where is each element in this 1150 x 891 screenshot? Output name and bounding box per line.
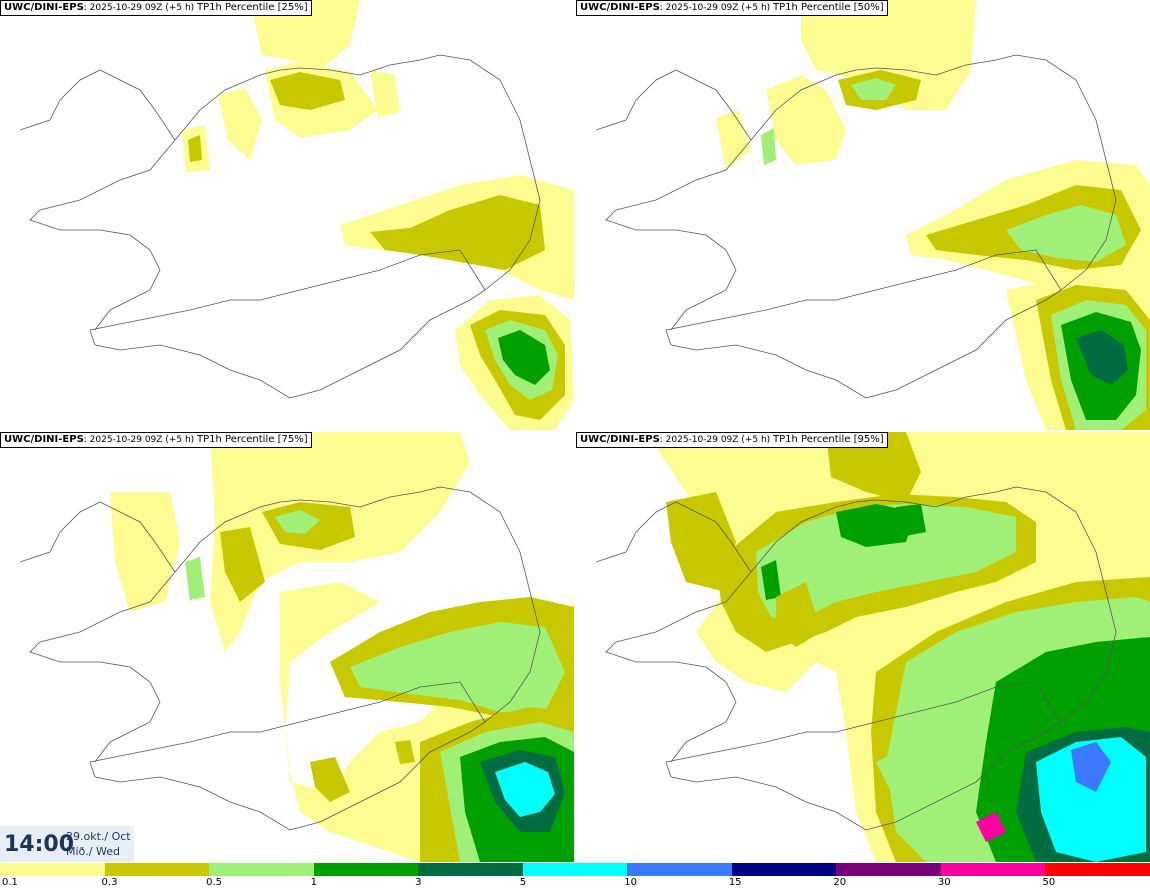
legend-tick-label: 3 xyxy=(415,877,422,888)
legend-tick-label: 30 xyxy=(937,877,951,888)
legend-tick-label: 20 xyxy=(833,877,847,888)
legend-swatch xyxy=(940,863,1046,876)
legend-swatch xyxy=(104,863,210,876)
legend-swatch xyxy=(313,863,419,876)
panel-header: UWC/DINI-EPS: 2025-10-29 09Z (+5 h) TP1h… xyxy=(576,0,888,16)
legend-tick-label: 0.5 xyxy=(206,877,222,888)
legend-tick-label: 50 xyxy=(1042,877,1056,888)
map-panel-p25: UWC/DINI-EPS: 2025-10-29 09Z (+5 h) TP1h… xyxy=(0,0,574,430)
precip-map-p75 xyxy=(19,432,574,862)
legend-swatch xyxy=(0,863,105,876)
map-panel-p95: UWC/DINI-EPS: 2025-10-29 09Z (+5 h) TP1h… xyxy=(576,432,1150,862)
panel-header: UWC/DINI-EPS: 2025-10-29 09Z (+5 h) TP1h… xyxy=(0,432,312,448)
valid-time-box: 14:00 29.okt./ Oct Mið./ Wed xyxy=(0,826,134,862)
legend-swatch xyxy=(627,863,732,876)
legend-swatch xyxy=(209,863,314,876)
valid-weekday: Mið./ Wed xyxy=(66,845,120,858)
map-panel-p50: UWC/DINI-EPS: 2025-10-29 09Z (+5 h) TP1h… xyxy=(576,0,1150,430)
legend-tick-label: 0.1 xyxy=(2,877,18,888)
map-panel-p75: UWC/DINI-EPS: 2025-10-29 09Z (+5 h) TP1h… xyxy=(0,432,574,862)
valid-time: 14:00 xyxy=(4,832,75,857)
color-legend: 0.1 0.3 0.5 1 3 5 10 15 20 30 50 xyxy=(0,863,1150,891)
legend-swatch xyxy=(418,863,523,876)
legend-color-bar xyxy=(0,863,1150,876)
precip-map-p95 xyxy=(595,432,1150,862)
valid-date: 29.okt./ Oct xyxy=(66,830,131,843)
legend-swatch xyxy=(1045,863,1150,876)
legend-tick-label: 1 xyxy=(310,877,317,888)
panel-header: UWC/DINI-EPS: 2025-10-29 09Z (+5 h) TP1h… xyxy=(0,0,312,16)
legend-swatch xyxy=(522,863,628,876)
legend-tick-label: 5 xyxy=(519,877,527,888)
legend-tick-label: 0.3 xyxy=(101,877,118,888)
legend-tick-label: 15 xyxy=(728,877,742,888)
panel-header: UWC/DINI-EPS: 2025-10-29 09Z (+5 h) TP1h… xyxy=(576,432,888,448)
precip-map-p25 xyxy=(19,0,574,430)
legend-tick-label: 10 xyxy=(624,877,637,888)
precip-map-p50 xyxy=(595,0,1150,430)
legend-swatch xyxy=(836,863,941,876)
legend-swatch xyxy=(731,863,837,876)
